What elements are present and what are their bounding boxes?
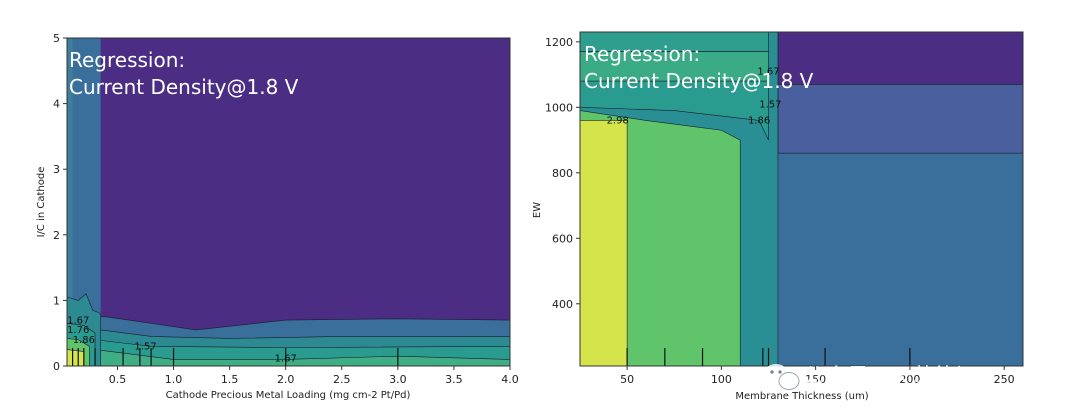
contour-value-label: 1.67 bbox=[757, 67, 779, 78]
right-overlay-line-1: Regression: bbox=[584, 42, 700, 66]
contour-region-low bbox=[67, 38, 510, 366]
left-y-axis-label: I/C in Cathode bbox=[36, 167, 47, 238]
y-tick-label: 5 bbox=[53, 32, 60, 45]
left-overlay-line-1: Regression: bbox=[69, 48, 185, 72]
contour-region-2.0 bbox=[580, 80, 769, 141]
contour-value-label: 1.57 bbox=[759, 99, 781, 110]
contour-region-low bbox=[777, 32, 1023, 85]
right-y-axis-label: EW bbox=[532, 202, 543, 218]
y-tick-label: 1 bbox=[53, 294, 60, 307]
contour-region-1.57 bbox=[777, 84, 1023, 154]
contour-value-label: 1.57 bbox=[134, 342, 156, 353]
right-plot-frame bbox=[579, 31, 1024, 367]
y-tick-label: 1000 bbox=[545, 101, 573, 114]
y-tick-label: 1200 bbox=[545, 36, 573, 49]
right-axis-ticks: 50 100 150 200 250 400 600 800 1000 1200 bbox=[545, 36, 1015, 386]
contour-value-label: 1.86 bbox=[748, 116, 770, 127]
right-contour-labels: 2.98 1.67 1.57 1.86 bbox=[607, 67, 782, 127]
y-tick-label: 3 bbox=[53, 163, 60, 176]
x-tick-label: 50 bbox=[620, 373, 634, 386]
contour-value-label: 1.76 bbox=[67, 325, 89, 336]
contour-region-high bbox=[580, 120, 628, 366]
x-tick-label: 2.5 bbox=[333, 373, 351, 386]
x-tick-label: 1.0 bbox=[165, 373, 183, 386]
x-tick-label: 100 bbox=[711, 373, 732, 386]
x-tick-label: 0.5 bbox=[109, 373, 127, 386]
y-tick-label: 600 bbox=[552, 232, 573, 245]
contour-value-label: 1.67 bbox=[275, 353, 297, 364]
left-axis-ticks: 0.5 1.0 1.5 2.0 2.5 3.0 3.5 4.0 0 1 2 3 4 5 bbox=[53, 32, 519, 386]
contour-region-mid-low bbox=[67, 38, 73, 366]
contour-value-label: 1.86 bbox=[73, 335, 95, 346]
contour-value-label: 1.67 bbox=[67, 315, 89, 326]
right-contour-fill bbox=[580, 32, 1023, 366]
left-contour-fill bbox=[67, 38, 510, 366]
right-overlay-line-2: Current Density@1.8 V bbox=[584, 69, 814, 93]
x-tick-label: 3.0 bbox=[389, 373, 407, 386]
y-tick-label: 0 bbox=[53, 360, 60, 373]
left-contour-labels: 1.671.761.861.571.67 bbox=[67, 315, 297, 364]
x-tick-label: 4.0 bbox=[501, 373, 519, 386]
left-plot-frame bbox=[66, 37, 511, 367]
contour-value-label: 2.98 bbox=[607, 116, 629, 127]
y-tick-label: 800 bbox=[552, 167, 573, 180]
y-tick-label: 4 bbox=[53, 98, 60, 111]
x-tick-label: 150 bbox=[805, 373, 826, 386]
y-tick-label: 2 bbox=[53, 229, 60, 242]
wechat-icon bbox=[764, 364, 800, 390]
right-contour-plot: 50 100 150 200 250 400 600 800 1000 1200 2.98 1.67… bbox=[532, 31, 1024, 402]
right-x-axis-label: Membrane Thickness (um) bbox=[735, 391, 868, 402]
contour-band-high bbox=[67, 349, 85, 366]
y-tick-label: 400 bbox=[552, 298, 573, 311]
x-tick-label: 1.5 bbox=[221, 373, 239, 386]
x-tick-label: 3.5 bbox=[445, 373, 463, 386]
x-tick-label: 2.0 bbox=[277, 373, 295, 386]
watermark-text: 公众号 · 天苏能源 bbox=[803, 365, 978, 390]
watermark: 公众号 · 天苏能源 bbox=[764, 364, 978, 390]
left-overlay-line-2: Current Density@1.8 V bbox=[69, 75, 299, 99]
left-x-axis-label: Cathode Precious Metal Loading (mg cm-2 … bbox=[166, 390, 411, 401]
x-tick-label: 200 bbox=[899, 373, 920, 386]
x-tick-label: 250 bbox=[994, 373, 1015, 386]
